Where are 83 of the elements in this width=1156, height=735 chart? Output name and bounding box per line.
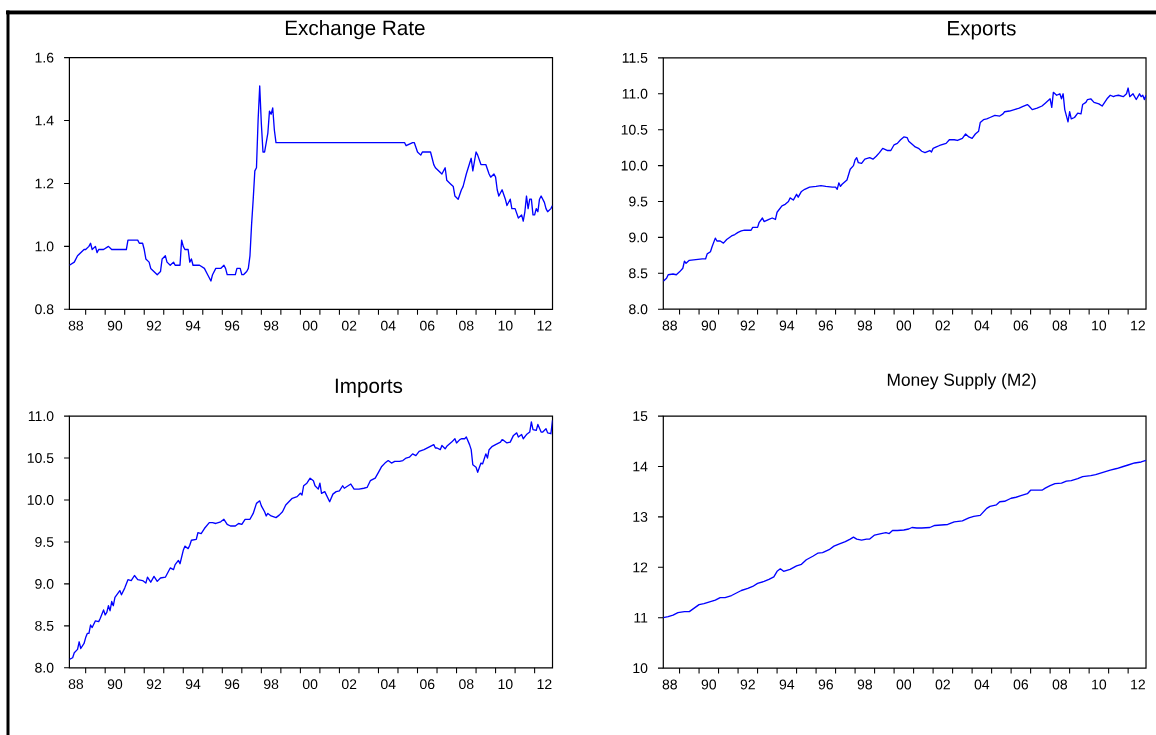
y-tick-label: 10.0: [621, 160, 648, 171]
x-tick-label: 94: [779, 320, 795, 331]
y-tick-label: 9.5: [629, 196, 648, 207]
x-tick-label: 08: [459, 679, 474, 690]
x-tick-label: 10: [1092, 679, 1107, 690]
x-tick-label: 02: [341, 679, 357, 690]
x-tick-label: 90: [107, 320, 123, 331]
y-tick-label: 10.0: [27, 495, 54, 505]
x-tick-label: 90: [107, 679, 123, 690]
y-tick-label: 9.0: [629, 232, 648, 243]
y-tick-label: 1.0: [35, 241, 54, 252]
x-tick-label: 08: [1052, 320, 1068, 331]
x-tick-label: 00: [302, 320, 318, 331]
x-tick-label: 88: [662, 320, 677, 331]
x-tick-label: 94: [185, 679, 201, 690]
y-tick-label: 8.5: [35, 620, 54, 631]
x-tick-label: 10: [498, 320, 513, 331]
y-tick-label: 1.6: [35, 52, 54, 63]
x-tick-label: 00: [302, 679, 318, 690]
x-tick-label: 10: [1092, 320, 1107, 331]
x-tick-label: 04: [974, 320, 990, 331]
x-tick-label: 88: [68, 679, 84, 690]
y-tick-label: 8.0: [629, 304, 648, 315]
x-tick-label: 12: [1131, 679, 1145, 690]
x-tick-label: 96: [224, 320, 240, 331]
x-tick-label: 92: [146, 320, 162, 331]
x-tick-label: 92: [740, 320, 755, 331]
x-tick-label: 90: [701, 320, 717, 331]
chart-title: Exports: [948, 21, 1016, 40]
chart-title: Money Supply (M2): [887, 373, 1036, 390]
x-tick-label: 06: [1013, 320, 1029, 331]
y-tick-label: 10.5: [27, 453, 54, 464]
y-tick-label: 0.8: [35, 304, 54, 315]
x-tick-label: 08: [1052, 679, 1068, 690]
y-tick-label: 13: [633, 511, 648, 522]
y-tick-label: 1.2: [35, 178, 54, 189]
x-tick-label: 96: [224, 679, 240, 690]
chart-title: Imports: [335, 378, 403, 398]
x-tick-label: 92: [146, 679, 162, 690]
x-tick-label: 06: [420, 679, 435, 690]
y-tick-label: 11.0: [28, 411, 54, 422]
y-tick-label: 14: [633, 461, 648, 472]
x-tick-label: 98: [263, 679, 279, 690]
x-tick-label: 94: [779, 679, 795, 690]
y-tick-label: 10.5: [621, 124, 648, 135]
x-tick-label: 08: [459, 320, 474, 331]
chart-title: Exchange Rate: [285, 20, 425, 40]
x-tick-label: 88: [662, 679, 677, 690]
x-tick-label: 06: [420, 320, 435, 331]
x-tick-label: 04: [974, 679, 990, 690]
x-tick-label: 02: [935, 679, 950, 690]
x-tick-label: 12: [537, 679, 552, 689]
x-tick-label: 98: [263, 320, 279, 331]
line-series: [663, 87, 1147, 282]
y-tick-label: 9.5: [35, 537, 54, 547]
x-tick-label: 98: [857, 679, 873, 690]
y-tick-label: 10: [633, 663, 648, 674]
x-tick-label: 12: [1131, 320, 1145, 331]
y-tick-label: 8.5: [629, 268, 648, 279]
x-tick-label: 94: [185, 320, 201, 331]
x-tick-label: 00: [896, 320, 912, 331]
y-tick-label: 15: [633, 411, 648, 421]
x-tick-label: 04: [380, 679, 396, 690]
y-tick-label: 9.0: [35, 578, 54, 589]
x-tick-label: 06: [1013, 679, 1029, 690]
x-tick-label: 98: [857, 320, 873, 331]
y-tick-label: 11.0: [622, 88, 648, 99]
x-tick-label: 92: [740, 679, 755, 690]
x-tick-label: 96: [818, 679, 833, 690]
x-tick-label: 00: [896, 679, 912, 690]
y-tick-label: 12: [633, 562, 648, 573]
x-tick-label: 96: [818, 320, 833, 331]
y-tick-label: 1.4: [35, 115, 54, 126]
x-tick-label: 02: [935, 320, 950, 331]
x-tick-label: 88: [68, 320, 84, 331]
x-tick-label: 04: [380, 320, 396, 331]
y-tick-label: 11.5: [622, 53, 648, 63]
x-tick-label: 10: [498, 679, 513, 690]
x-tick-label: 02: [341, 320, 357, 331]
y-tick-label: 11: [634, 612, 648, 623]
y-tick-label: 8.0: [35, 662, 54, 673]
x-tick-label: 90: [701, 679, 717, 690]
x-tick-label: 12: [537, 320, 552, 331]
